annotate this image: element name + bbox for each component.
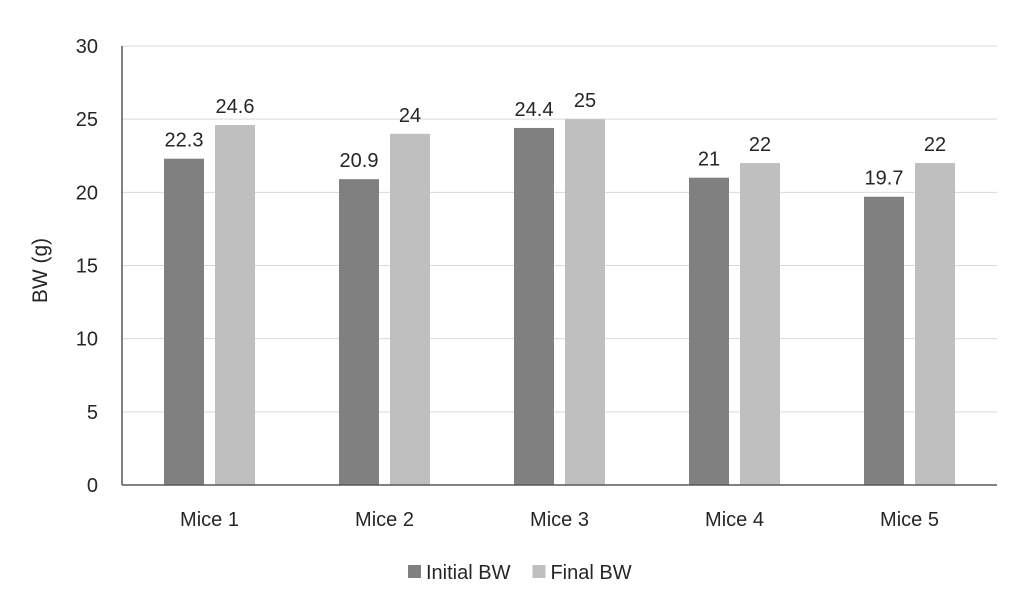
x-axis-tick-labels: Mice 1 Mice 2 Mice 3 Mice 4 Mice 5 [180,509,939,531]
data-label: 25 [574,90,596,112]
data-label: 21 [698,149,720,171]
legend[interactable]: Initial BW Final BW [408,562,632,584]
gridlines [122,45,997,413]
x-tick-label: Mice 3 [530,509,589,531]
bar-initial-bw [689,177,729,485]
x-tick-label: Mice 1 [180,509,239,531]
data-label: 24.6 [216,96,255,118]
bar-final-bw [390,133,430,486]
bar-final-bw [740,163,780,486]
y-tick-label: 5 [87,402,98,424]
data-label: 22 [749,134,771,156]
y-tick-label: 15 [76,256,98,278]
x-tick-label: Mice 4 [705,509,764,531]
data-label: 20.9 [340,150,379,172]
axes [121,46,997,486]
bar-initial-bw [164,158,204,485]
data-labels: 22.3 24.6 20.9 24 24.4 25 21 22 19.7 22 [165,90,947,190]
bar-final-bw [565,119,605,486]
y-axis-title: BW (g) [29,238,52,303]
bars [164,119,955,486]
bar-final-bw [915,163,955,486]
legend-item-initial-bw[interactable]: Initial BW [408,562,511,584]
y-tick-label: 25 [76,109,98,131]
bar-initial-bw [864,196,904,485]
legend-swatch [532,565,546,578]
data-label: 24.4 [515,99,554,121]
legend-label: Final BW [550,562,631,584]
legend-label: Initial BW [426,562,511,584]
legend-item-final-bw[interactable]: Final BW [532,562,632,584]
y-tick-label: 0 [87,475,98,497]
y-tick-label: 10 [76,329,98,351]
data-label: 22 [924,134,946,156]
bar-initial-bw [339,179,379,485]
bar-initial-bw [514,127,554,486]
y-tick-label: 20 [76,182,98,204]
y-axis-tick-labels: 0 5 10 15 20 25 30 [76,36,98,497]
data-label: 24 [399,105,421,127]
x-tick-label: Mice 2 [355,509,414,531]
y-tick-label: 30 [76,36,98,58]
data-label: 22.3 [165,130,204,152]
x-tick-label: Mice 5 [880,509,939,531]
bar-final-bw [215,125,255,486]
data-label: 19.7 [865,168,904,190]
legend-swatch [408,565,421,578]
